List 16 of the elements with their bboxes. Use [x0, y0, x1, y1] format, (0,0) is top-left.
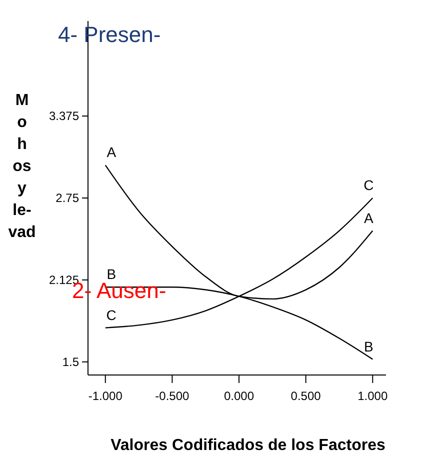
x-tick-label: 1.000	[358, 389, 388, 403]
x-axis-title: Valores Codificados de los Factores	[110, 437, 386, 454]
y-axis-title: M o h os y le- vad	[8, 92, 36, 241]
y-tick-label: 3.375	[48, 109, 80, 124]
text: C	[364, 177, 374, 193]
x-tick-label: -0.500	[155, 389, 190, 403]
y-tick-label: 2.75	[56, 191, 80, 205]
text: B	[106, 266, 116, 282]
series-label: A	[364, 210, 374, 226]
series-label: B	[364, 338, 374, 354]
text: A	[106, 144, 116, 160]
x-tick-label: 0.500	[290, 389, 322, 403]
x-tick-label: 0.000	[224, 389, 254, 403]
x-tick-label: -1.000	[88, 389, 123, 403]
y-tick-label: 1.5	[62, 354, 80, 369]
series-label: C	[106, 306, 116, 323]
